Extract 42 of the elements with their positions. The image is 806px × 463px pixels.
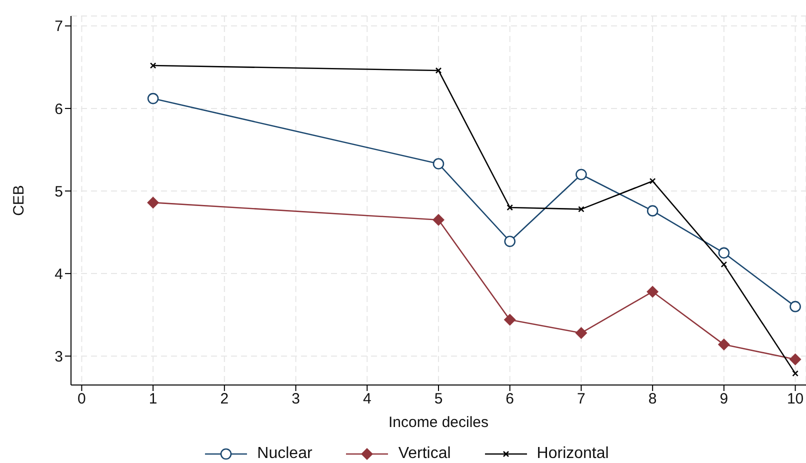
x-tick-label: 5 — [434, 390, 443, 408]
point — [718, 338, 730, 351]
x-tick-label: 6 — [506, 390, 514, 408]
x-tick-label: 9 — [720, 390, 728, 408]
x-tick-label: 3 — [292, 390, 300, 408]
point — [720, 261, 728, 268]
y-tick-label: 5 — [54, 183, 63, 200]
point — [789, 353, 802, 366]
point — [150, 62, 156, 69]
point — [432, 214, 444, 226]
legend-label: Horizontal — [536, 445, 609, 463]
legend-label: Vertical — [397, 445, 451, 463]
point — [649, 178, 656, 184]
point — [504, 314, 516, 326]
legend-label: Nuclear — [256, 445, 312, 463]
y-tick-label: 3 — [54, 348, 63, 366]
point — [147, 196, 160, 209]
point — [792, 370, 798, 377]
point — [575, 326, 588, 339]
point — [504, 236, 516, 248]
point — [646, 205, 658, 216]
y-tick-label: 4 — [54, 266, 63, 283]
x-axis-title: Income deciles — [388, 414, 489, 431]
point — [646, 286, 659, 298]
y-axis-title: CEB — [10, 185, 28, 216]
point — [506, 204, 514, 211]
y-tick-label: 7 — [54, 18, 63, 36]
x-tick-label: 7 — [577, 390, 586, 408]
x-tick-label: 8 — [648, 390, 657, 408]
point — [576, 168, 587, 180]
point — [578, 206, 584, 212]
x-tick-label: 4 — [362, 390, 372, 408]
point — [435, 67, 442, 74]
x-tick-label: 0 — [78, 390, 86, 408]
point — [432, 158, 444, 170]
point — [147, 92, 159, 104]
point — [718, 247, 730, 259]
x-tick-label: 2 — [220, 390, 229, 408]
x-tick-label: 1 — [148, 390, 158, 408]
point — [790, 300, 801, 312]
y-tick-label: 6 — [54, 100, 63, 118]
x-tick-label: 10 — [786, 390, 804, 408]
